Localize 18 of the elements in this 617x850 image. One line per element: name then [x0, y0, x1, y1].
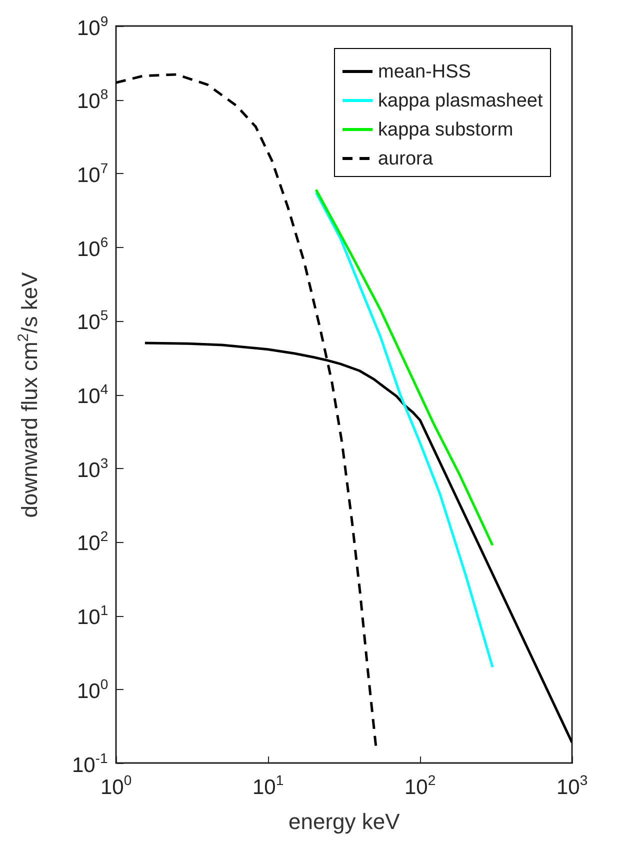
y-tick-label: 10$^{8}$ — [77, 86, 108, 114]
legend-label: kappa substorm — [378, 120, 514, 140]
x-tick-label: 10$^{1}$ — [252, 772, 284, 799]
x-axis-title: energy keV — [288, 809, 400, 834]
y-tick-label: 10$^{2}$ — [77, 528, 108, 556]
y-tick-label: 10$^{3}$ — [77, 454, 108, 482]
x-tick-label: 10$^{2}$ — [404, 772, 436, 799]
y-tick-label: 10$^{4}$ — [77, 381, 108, 408]
y-tick-label: 10$^{7}$ — [77, 160, 108, 187]
x-tick-label: 10$^{3}$ — [556, 772, 588, 799]
legend-label: kappa plasmasheet — [378, 90, 544, 112]
y-tick-label: 10$^{6}$ — [77, 234, 108, 261]
y-tick-label: 10$^{5}$ — [77, 307, 108, 334]
y-tick-label: 10$^{0}$ — [77, 676, 108, 703]
legend-label: mean-HSS — [378, 62, 471, 82]
y-tick-label: 10$^{9}$ — [77, 12, 108, 40]
y-tick-label: 10$^{1}$ — [77, 602, 108, 630]
legend-label: aurora — [378, 148, 434, 170]
